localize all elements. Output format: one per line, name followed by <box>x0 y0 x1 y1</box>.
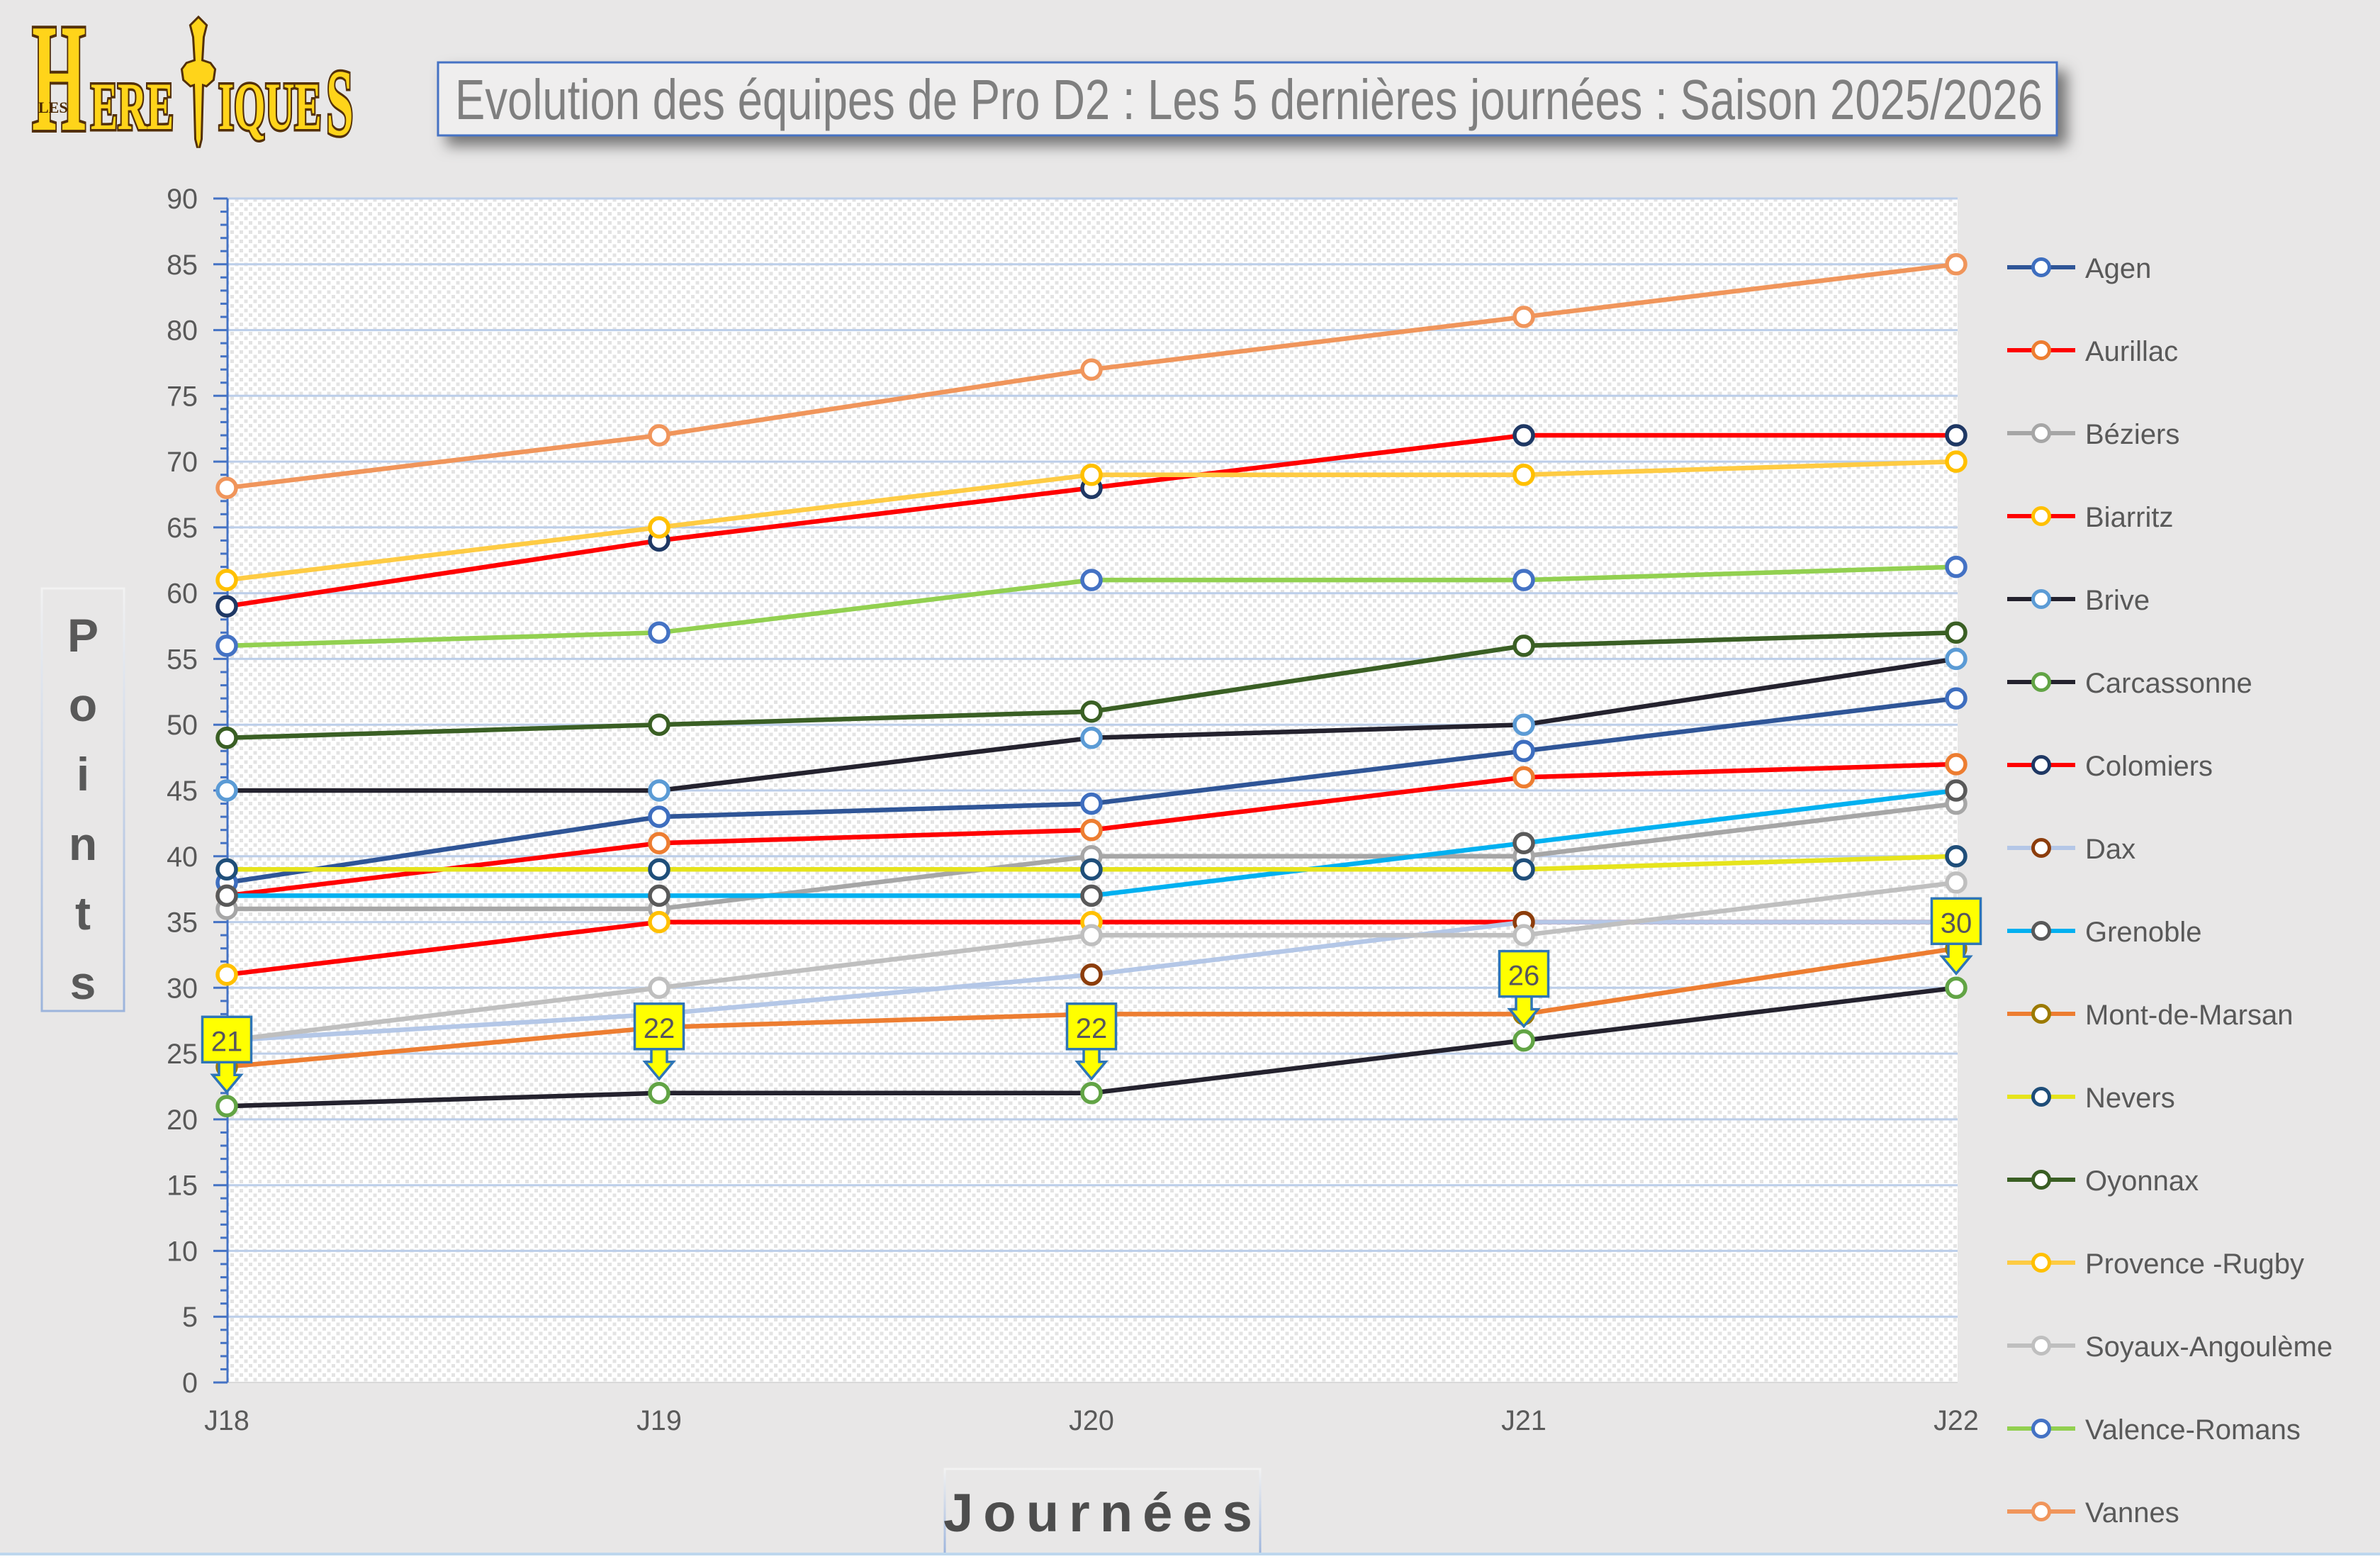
svg-text:35: 35 <box>167 907 198 939</box>
svg-text:s: s <box>70 956 96 1009</box>
svg-text:H: H <box>32 0 86 164</box>
svg-text:Journées: Journées <box>943 1483 1262 1543</box>
svg-text:J22: J22 <box>1933 1405 1979 1436</box>
svg-text:Dax: Dax <box>2085 834 2135 865</box>
svg-text:20: 20 <box>167 1105 198 1136</box>
svg-text:i: i <box>77 748 89 800</box>
svg-text:22: 22 <box>644 1013 675 1044</box>
svg-text:Vannes: Vannes <box>2085 1497 2179 1529</box>
svg-text:85: 85 <box>167 250 198 281</box>
svg-text:S: S <box>326 51 354 156</box>
svg-text:Mont-de-Marsan: Mont-de-Marsan <box>2085 1000 2293 1031</box>
svg-text:Evolution des équipes de Pro D: Evolution des équipes de Pro D2 : Les 5 … <box>455 68 2043 131</box>
svg-text:n: n <box>69 817 97 870</box>
svg-text:55: 55 <box>167 644 198 675</box>
svg-text:IQUE: IQUE <box>218 69 322 144</box>
svg-text:30: 30 <box>1941 907 1972 939</box>
svg-text:Provence -Rugby: Provence -Rugby <box>2085 1248 2304 1280</box>
svg-text:70: 70 <box>167 447 198 478</box>
svg-text:ERE: ERE <box>91 69 174 144</box>
svg-text:0: 0 <box>182 1368 198 1399</box>
svg-text:Agen: Agen <box>2085 253 2151 284</box>
svg-text:21: 21 <box>211 1026 243 1057</box>
svg-text:65: 65 <box>167 513 198 544</box>
svg-text:o: o <box>69 678 97 731</box>
svg-text:80: 80 <box>167 315 198 347</box>
svg-text:Aurillac: Aurillac <box>2085 336 2178 367</box>
svg-text:Biarritz: Biarritz <box>2085 502 2173 533</box>
svg-text:Soyaux-Angoulème: Soyaux-Angoulème <box>2085 1331 2333 1363</box>
svg-text:40: 40 <box>167 842 198 873</box>
svg-text:Colomiers: Colomiers <box>2085 751 2213 782</box>
svg-text:15: 15 <box>167 1170 198 1202</box>
svg-text:Grenoble: Grenoble <box>2085 917 2202 948</box>
svg-text:25: 25 <box>167 1039 198 1070</box>
svg-text:Valence-Romans: Valence-Romans <box>2085 1414 2301 1446</box>
svg-text:Carcassonne: Carcassonne <box>2085 668 2252 699</box>
svg-text:90: 90 <box>167 184 198 215</box>
svg-text:J18: J18 <box>204 1405 249 1436</box>
svg-text:75: 75 <box>167 381 198 412</box>
svg-text:t: t <box>75 887 91 939</box>
svg-text:Nevers: Nevers <box>2085 1083 2175 1114</box>
svg-text:LES: LES <box>38 99 68 116</box>
svg-text:30: 30 <box>167 973 198 1004</box>
svg-text:10: 10 <box>167 1236 198 1267</box>
svg-text:P: P <box>67 609 99 661</box>
svg-text:22: 22 <box>1076 1013 1108 1044</box>
svg-text:45: 45 <box>167 776 198 807</box>
svg-text:5: 5 <box>182 1302 198 1333</box>
svg-text:26: 26 <box>1508 961 1540 992</box>
svg-text:Oyonnax: Oyonnax <box>2085 1166 2199 1197</box>
svg-text:J20: J20 <box>1069 1405 1114 1436</box>
svg-text:50: 50 <box>167 710 198 741</box>
svg-text:J21: J21 <box>1501 1405 1547 1436</box>
svg-text:J19: J19 <box>636 1405 682 1436</box>
svg-text:Brive: Brive <box>2085 585 2150 616</box>
svg-text:Béziers: Béziers <box>2085 419 2179 450</box>
svg-text:60: 60 <box>167 579 198 610</box>
